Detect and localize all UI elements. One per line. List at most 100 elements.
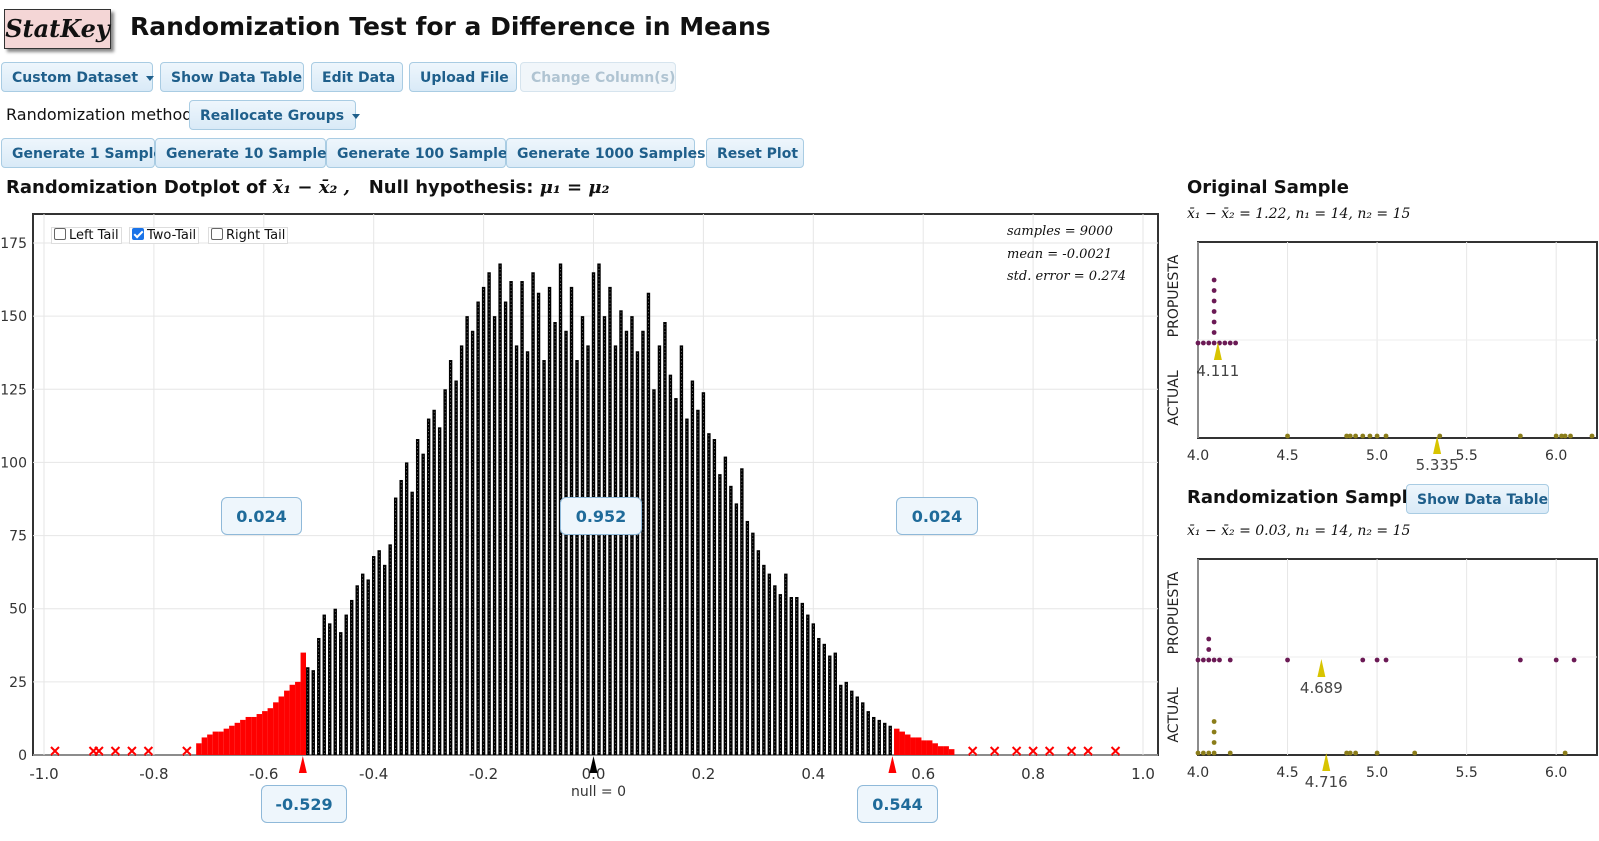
bar[interactable] [916,737,922,755]
bar[interactable] [740,468,744,755]
bar[interactable] [926,740,933,755]
bar[interactable] [344,614,348,755]
randomization-method-dropdown[interactable]: Reallocate Groups [189,100,361,130]
bar[interactable] [196,743,202,755]
left-tail-option[interactable]: Left Tail [51,227,122,244]
bar[interactable] [399,479,403,755]
bar[interactable] [289,684,296,755]
generate-10-samples-button[interactable]: Generate 10 Samples [155,138,335,168]
bar[interactable] [498,263,502,755]
bar[interactable] [514,345,519,755]
bar[interactable] [212,731,219,755]
bar[interactable] [421,453,425,755]
bar[interactable] [789,597,794,755]
cutoff-marker[interactable] [888,756,897,773]
bar[interactable] [377,550,381,755]
bar[interactable] [773,585,777,755]
bar[interactable] [850,690,854,755]
change-columns-button[interactable]: Change Column(s) [520,62,676,92]
bar[interactable] [745,520,750,755]
randomization-dotplot[interactable]: 0 25 50 75 100 125 150 175 -1.0 -0.8 -0.6 -0.4 -0.2 0… [0,205,1165,841]
bar[interactable] [339,632,343,755]
bar[interactable] [251,716,257,755]
bar[interactable] [547,286,552,755]
bar[interactable] [245,716,252,755]
bar[interactable] [937,746,944,755]
bar[interactable] [872,716,876,755]
generate-1-sample-button[interactable]: Generate 1 Sample [1,138,163,168]
bar[interactable] [767,573,772,755]
right-cutoff-value[interactable]: 0.544 [857,785,938,823]
bar[interactable] [536,292,541,755]
bar[interactable] [948,749,955,755]
bar[interactable] [443,389,447,755]
bar[interactable] [943,746,949,755]
bar[interactable] [690,380,695,755]
bar[interactable] [415,439,420,755]
bar[interactable] [657,345,662,755]
edit-data-button[interactable]: Edit Data [311,62,403,92]
bar[interactable] [322,614,326,755]
bar[interactable] [542,360,546,755]
bar[interactable] [822,643,826,755]
bar[interactable] [311,670,315,755]
bar[interactable] [481,286,486,755]
bar[interactable] [806,614,810,755]
bar[interactable] [712,439,717,755]
bar[interactable] [240,719,246,755]
two-tail-option[interactable]: Two-Tail [129,227,200,244]
bar[interactable] [932,743,938,755]
bar[interactable] [861,702,865,755]
bar[interactable] [894,728,900,755]
bar[interactable] [388,544,392,755]
bar[interactable] [905,734,911,755]
bar[interactable] [350,599,354,755]
right-tail-proportion[interactable]: 0.024 [896,497,978,535]
bar[interactable] [921,740,927,755]
reset-plot-button[interactable]: Reset Plot [706,138,804,168]
bar[interactable] [278,696,285,755]
bar[interactable] [333,608,337,755]
bar[interactable] [613,345,618,755]
bar[interactable] [910,737,916,755]
show-data-table-button[interactable]: Show Data Table [160,62,304,92]
bar[interactable] [454,380,458,755]
bar[interactable] [201,737,208,755]
bar[interactable] [679,345,684,755]
bar[interactable] [696,409,700,755]
randomization-show-data-table-button[interactable]: Show Data Table [1406,484,1549,514]
bar[interactable] [371,556,376,755]
bar[interactable] [685,418,689,755]
bar[interactable] [256,714,263,755]
right-tail-option[interactable]: Right Tail [208,227,289,244]
bar[interactable] [426,418,431,755]
bar[interactable] [223,728,230,755]
bar[interactable] [300,652,307,755]
bar[interactable] [707,433,711,755]
bar[interactable] [306,667,310,755]
bar[interactable] [459,345,464,755]
bar[interactable] [229,725,235,755]
bar[interactable] [361,573,365,755]
left-tail-checkbox[interactable] [54,228,66,240]
bar[interactable] [795,597,799,755]
bar[interactable] [284,690,290,755]
bar[interactable] [674,398,678,755]
left-tail-proportion[interactable]: 0.024 [221,497,302,535]
two-tail-checkbox[interactable] [132,228,144,240]
generate-1000-samples-button[interactable]: Generate 1000 Samples [506,138,705,168]
bar[interactable] [778,594,783,755]
left-cutoff-value[interactable]: -0.529 [261,785,347,823]
bar[interactable] [207,734,213,755]
bar[interactable] [262,711,268,755]
bar[interactable] [586,345,590,755]
bar[interactable] [218,731,224,755]
bar[interactable] [382,564,387,755]
bar[interactable] [267,708,274,755]
bar[interactable] [866,711,870,755]
custom-dataset-dropdown[interactable]: Custom Dataset [1,62,155,92]
bar[interactable] [899,731,905,755]
bar[interactable] [366,579,370,755]
bar[interactable] [646,292,651,755]
right-tail-checkbox[interactable] [211,228,223,240]
